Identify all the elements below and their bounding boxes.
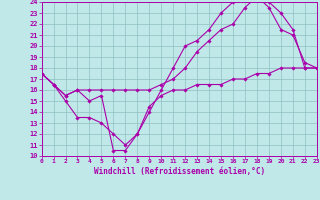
X-axis label: Windchill (Refroidissement éolien,°C): Windchill (Refroidissement éolien,°C) [94, 167, 265, 176]
